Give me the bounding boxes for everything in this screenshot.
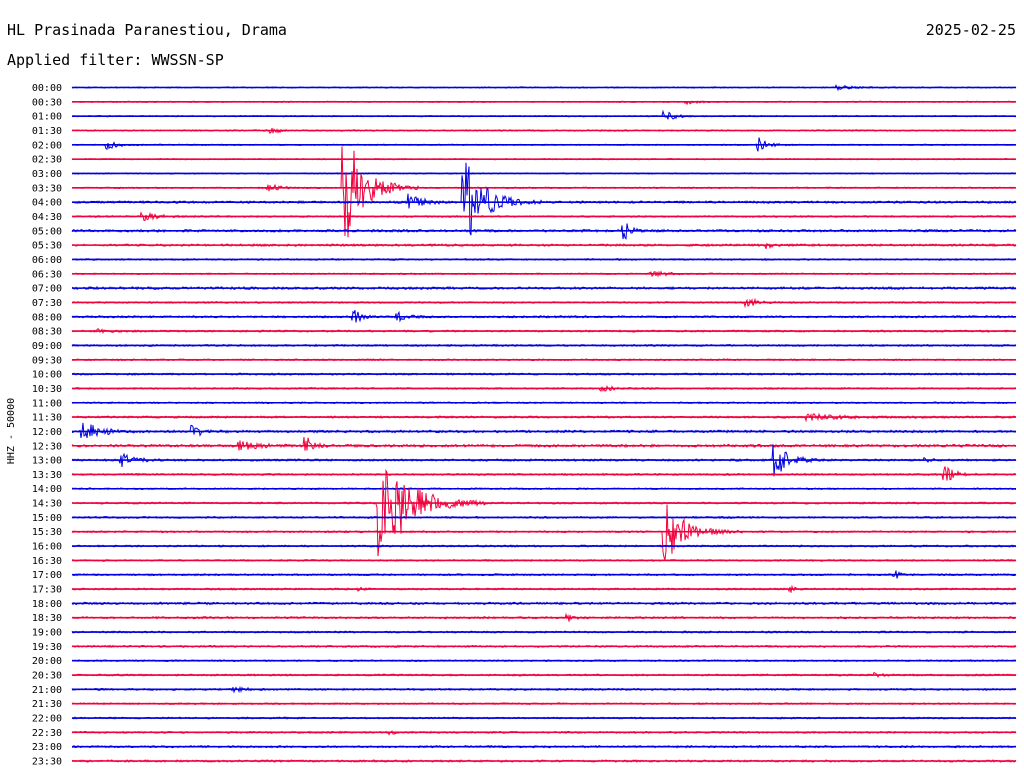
tick-label: 13:30 xyxy=(32,470,62,481)
tick-label: 21:30 xyxy=(32,699,62,710)
tick-label: 14:00 xyxy=(32,484,62,495)
tick-label: 03:30 xyxy=(32,183,62,194)
tick-label: 06:30 xyxy=(32,269,62,280)
tick-label: 04:30 xyxy=(32,212,62,223)
tick-label: 12:00 xyxy=(32,427,62,438)
trace-0330 xyxy=(72,146,1017,238)
tick-label: 03:00 xyxy=(32,169,62,180)
tick-label: 06:00 xyxy=(32,255,62,266)
tick-label: 18:30 xyxy=(32,613,62,624)
tick-label: 19:30 xyxy=(32,642,62,653)
filter-subtitle: Applied filter: WWSSN-SP xyxy=(7,51,224,69)
tick-label: 14:30 xyxy=(32,499,62,510)
tick-label: 21:00 xyxy=(32,685,62,696)
tick-label: 07:30 xyxy=(32,298,62,309)
tick-label: 00:30 xyxy=(32,97,62,108)
trace-1230 xyxy=(71,437,1017,451)
tick-label: 08:30 xyxy=(32,327,62,338)
tick-label: 20:30 xyxy=(32,671,62,682)
tick-label: 20:00 xyxy=(32,656,62,667)
trace-1430 xyxy=(71,468,1016,557)
tick-label: 00:00 xyxy=(32,83,62,94)
tick-label: 01:30 xyxy=(32,126,62,137)
station-title: HL Prasinada Paranestiou, Drama xyxy=(7,21,287,39)
tick-label: 15:00 xyxy=(32,513,62,524)
tick-label: 09:30 xyxy=(32,355,62,366)
tick-label: 16:30 xyxy=(32,556,62,567)
tick-label: 05:00 xyxy=(32,226,62,237)
tick-label: 13:00 xyxy=(32,456,62,467)
tick-label: 05:30 xyxy=(32,241,62,252)
time-tick-labels: 00:00 00:30 01:00 01:30 02:00 02:30 03:00 03:30… xyxy=(32,83,62,768)
tick-label: 02:00 xyxy=(32,140,62,151)
tick-label: 10:00 xyxy=(32,370,62,381)
tick-label: 11:30 xyxy=(32,413,62,424)
trace-1330 xyxy=(71,466,1017,481)
tick-label: 15:30 xyxy=(32,527,62,538)
tick-label: 22:30 xyxy=(32,728,62,739)
tick-label: 17:00 xyxy=(32,570,62,581)
tick-label: 02:30 xyxy=(32,155,62,166)
tick-label: 23:30 xyxy=(32,757,62,768)
tick-label: 11:00 xyxy=(32,398,62,409)
tick-label: 17:30 xyxy=(32,585,62,596)
record-date: 2025-02-25 xyxy=(925,21,1016,39)
tick-label: 09:00 xyxy=(32,341,62,352)
tick-label: 23:00 xyxy=(32,742,62,753)
channel-axis-label: HHZ - 50000 xyxy=(6,397,17,465)
trace-1200 xyxy=(71,422,1017,438)
tick-label: 19:00 xyxy=(32,628,62,639)
trace-0100 xyxy=(71,109,1017,120)
seismogram-traces xyxy=(71,84,1017,764)
tick-label: 18:00 xyxy=(32,599,62,610)
tick-label: 08:00 xyxy=(32,312,62,323)
tick-label: 10:30 xyxy=(32,384,62,395)
tick-label: 07:00 xyxy=(32,284,62,295)
tick-label: 01:00 xyxy=(32,112,62,123)
tick-label: 22:00 xyxy=(32,714,62,725)
tick-label: 04:00 xyxy=(32,198,62,209)
tick-label: 12:30 xyxy=(32,441,62,452)
tick-label: 16:00 xyxy=(32,542,62,553)
